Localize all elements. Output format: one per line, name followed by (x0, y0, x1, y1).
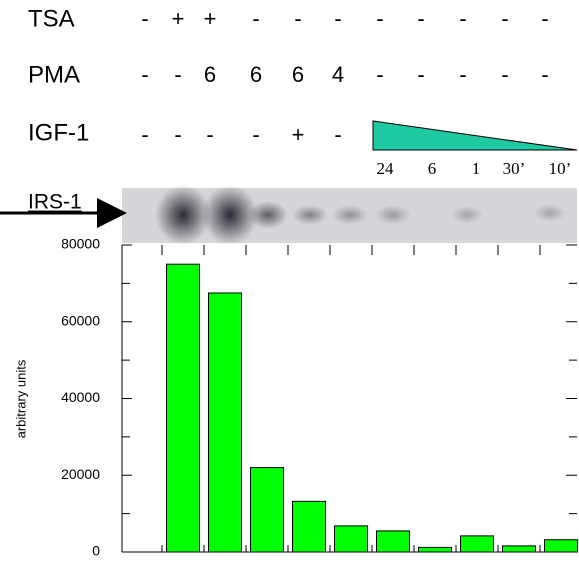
gradient-label: 30’ (503, 159, 526, 178)
row-cell: - (459, 6, 466, 31)
row-cell: - (141, 6, 148, 31)
y-tick-label: 0 (92, 543, 100, 559)
bar (502, 545, 536, 553)
gradient-label: 6 (428, 159, 437, 178)
bar (208, 292, 242, 553)
blot-band (451, 206, 483, 224)
row-cell: - (541, 62, 548, 87)
row-cell: - (334, 6, 341, 31)
gradient-label: 24 (377, 159, 395, 178)
bar (460, 535, 494, 553)
bar (292, 500, 326, 553)
bar (166, 263, 200, 553)
y-tick-label: 80000 (61, 236, 100, 252)
bar (376, 530, 410, 553)
row-cell: 6 (292, 62, 304, 87)
row-cell: - (501, 62, 508, 87)
row-cell: - (141, 122, 148, 147)
row-cell: - (334, 122, 341, 147)
y-axis-label: arbitrary units (13, 359, 28, 438)
row-cell: - (376, 6, 383, 31)
row-cell: - (376, 62, 383, 87)
gradient-label: 1 (472, 159, 481, 178)
row-cell: - (294, 6, 301, 31)
row-cell: + (172, 6, 185, 31)
row-cell: - (252, 6, 259, 31)
blot-band (292, 205, 328, 225)
row-label: IGF-1 (28, 119, 89, 146)
y-tick-label: 60000 (61, 312, 100, 328)
y-tick-label: 40000 (61, 389, 100, 405)
row-cell: - (541, 6, 548, 31)
blot-label: IRS-1 (28, 191, 82, 214)
blot-band (202, 185, 258, 245)
row-cell: - (501, 6, 508, 31)
row-cell: - (141, 62, 148, 87)
blot-band (155, 185, 211, 245)
bar (418, 546, 452, 553)
row-cell: - (417, 62, 424, 87)
blot-band (534, 204, 566, 222)
row-cell: + (204, 6, 217, 31)
row-cell: - (206, 122, 213, 147)
row-cell: 6 (250, 62, 262, 87)
bar (544, 539, 578, 553)
row-cell: 6 (204, 62, 216, 87)
blot-band (332, 205, 368, 225)
bar (334, 525, 368, 553)
row-cell: - (174, 62, 181, 87)
row-label: TSA (28, 5, 75, 32)
gradient-label: 10’ (549, 159, 572, 178)
row-cell: - (459, 62, 466, 87)
row-cell: - (252, 122, 259, 147)
blot-band (375, 205, 411, 225)
gradient-triangle (372, 120, 578, 151)
row-cell: - (174, 122, 181, 147)
bar (250, 467, 284, 553)
row-cell: - (417, 6, 424, 31)
row-cell: 4 (332, 62, 344, 87)
row-label: PMA (28, 61, 80, 88)
y-tick-label: 20000 (61, 466, 100, 482)
blot-band (248, 201, 288, 229)
row-cell: + (292, 122, 305, 147)
